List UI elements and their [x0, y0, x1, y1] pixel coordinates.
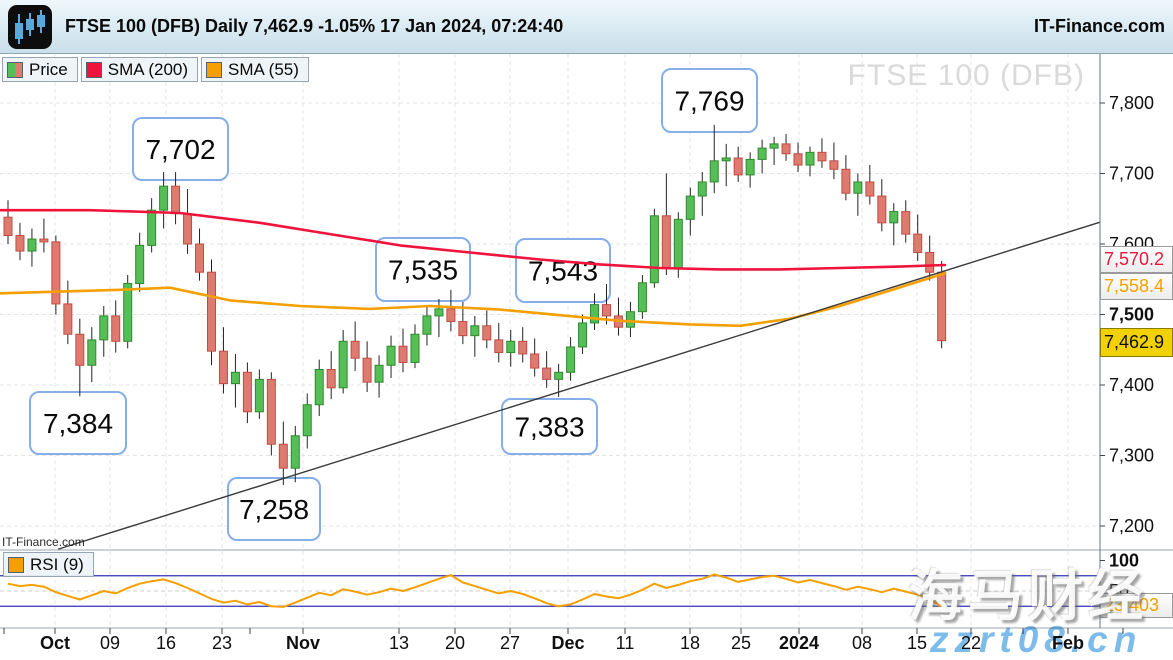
price-swatch-icon: [7, 61, 23, 78]
svg-text:7,769: 7,769: [674, 86, 744, 117]
rsi-value-tag: 23,403: [1100, 593, 1173, 618]
legend-sma200[interactable]: SMA (200): [80, 57, 199, 82]
x-axis-label: Feb: [1052, 633, 1084, 653]
x-axis-label: 25: [731, 633, 751, 653]
x-axis-label: 18: [680, 633, 700, 653]
trendline[interactable]: [57, 221, 1101, 550]
sma200-swatch-icon: [85, 61, 102, 78]
x-axis-label: 2024: [779, 633, 819, 653]
overlay-watermark-site: zzrt08.cn: [930, 619, 1143, 660]
panel-credit: IT-Finance.com: [2, 535, 85, 549]
price-chart-canvas[interactable]: 7,702 7,769 7,535 7,543 7,384 7,258 7,383 7,800…: [0, 54, 1173, 660]
x-axis-label: 13: [389, 633, 409, 653]
sma55-swatch-icon: [206, 61, 223, 78]
price-callouts: 7,702 7,769 7,535 7,543 7,384 7,258 7,383: [29, 68, 758, 541]
svg-text:7,384: 7,384: [43, 408, 113, 439]
svg-text:7,702: 7,702: [145, 134, 215, 165]
brand-link[interactable]: IT-Finance.com: [1033, 16, 1165, 36]
y-axis-label: 7,400: [1109, 375, 1154, 395]
chart-watermark: FTSE 100 (DFB): [847, 59, 1085, 92]
price-callout[interactable]: 7,383: [501, 398, 598, 455]
x-axis-label: Nov: [286, 633, 320, 653]
y-axis-label: 7,500: [1109, 305, 1154, 325]
legend-price-label: Price: [29, 59, 68, 79]
x-axis-label: 15: [907, 633, 927, 653]
title-bar: FTSE 100 (DFB) Daily 7,462.9 -1.05% 17 J…: [0, 0, 1173, 54]
legend-sma55-label: SMA (55): [228, 59, 299, 79]
rsi-swatch-icon: [8, 556, 24, 573]
overlay-watermark-cn: 海马财经: [908, 565, 1149, 627]
candlesticks: [3, 124, 947, 486]
rsi-axis-label: 100: [1109, 551, 1139, 571]
svg-text:7,383: 7,383: [514, 412, 584, 443]
indicator-legend: Price SMA (200) SMA (55): [2, 57, 309, 82]
x-axis-label: 08: [852, 633, 872, 653]
x-axis-label: 11: [616, 633, 635, 653]
x-axis-label: 22: [961, 633, 981, 653]
legend-sma200-label: SMA (200): [107, 59, 189, 79]
x-axis-label: 27: [500, 633, 520, 653]
x-axis-label: Oct: [40, 633, 70, 653]
price-callout[interactable]: 7,702: [132, 117, 229, 181]
rsi-plot: [0, 573, 1100, 609]
x-axis-label: 20: [445, 633, 465, 653]
sma55-price-tag: 7,558.4: [1100, 273, 1173, 300]
x-axis-label: 09: [100, 633, 120, 653]
sma-200-line: [0, 208, 947, 271]
chart-title: FTSE 100 (DFB) Daily 7,462.9 -1.05% 17 J…: [65, 16, 564, 36]
legend-sma55[interactable]: SMA (55): [201, 57, 309, 82]
y-axis-label: 7,300: [1109, 446, 1154, 466]
y-axis-label: 7,200: [1109, 516, 1154, 536]
price-callout[interactable]: 7,384: [29, 391, 127, 455]
rsi-line: [7, 573, 943, 609]
legend-price[interactable]: Price: [2, 57, 78, 82]
legend-rsi[interactable]: RSI (9): [3, 552, 94, 577]
y-axis-label: 7,800: [1109, 93, 1154, 113]
price-callout[interactable]: 7,535: [375, 237, 471, 302]
x-axis-label: 23: [212, 633, 232, 653]
x-axis-label: 16: [156, 633, 176, 653]
y-axis-label: 7,700: [1109, 164, 1154, 184]
price-callout[interactable]: 7,258: [227, 477, 321, 541]
last-price-tag: 7,462.9: [1100, 328, 1173, 357]
svg-text:7,258: 7,258: [239, 494, 309, 525]
sma200-price-tag: 7,570.2: [1100, 246, 1173, 273]
legend-rsi-label: RSI (9): [30, 554, 84, 574]
x-axis-label: Dec: [551, 633, 584, 653]
app-logo-candlestick-icon: [8, 4, 52, 49]
price-callout[interactable]: 7,769: [661, 68, 758, 133]
svg-text:7,535: 7,535: [388, 255, 458, 286]
price-callout[interactable]: 7,543: [515, 238, 611, 303]
